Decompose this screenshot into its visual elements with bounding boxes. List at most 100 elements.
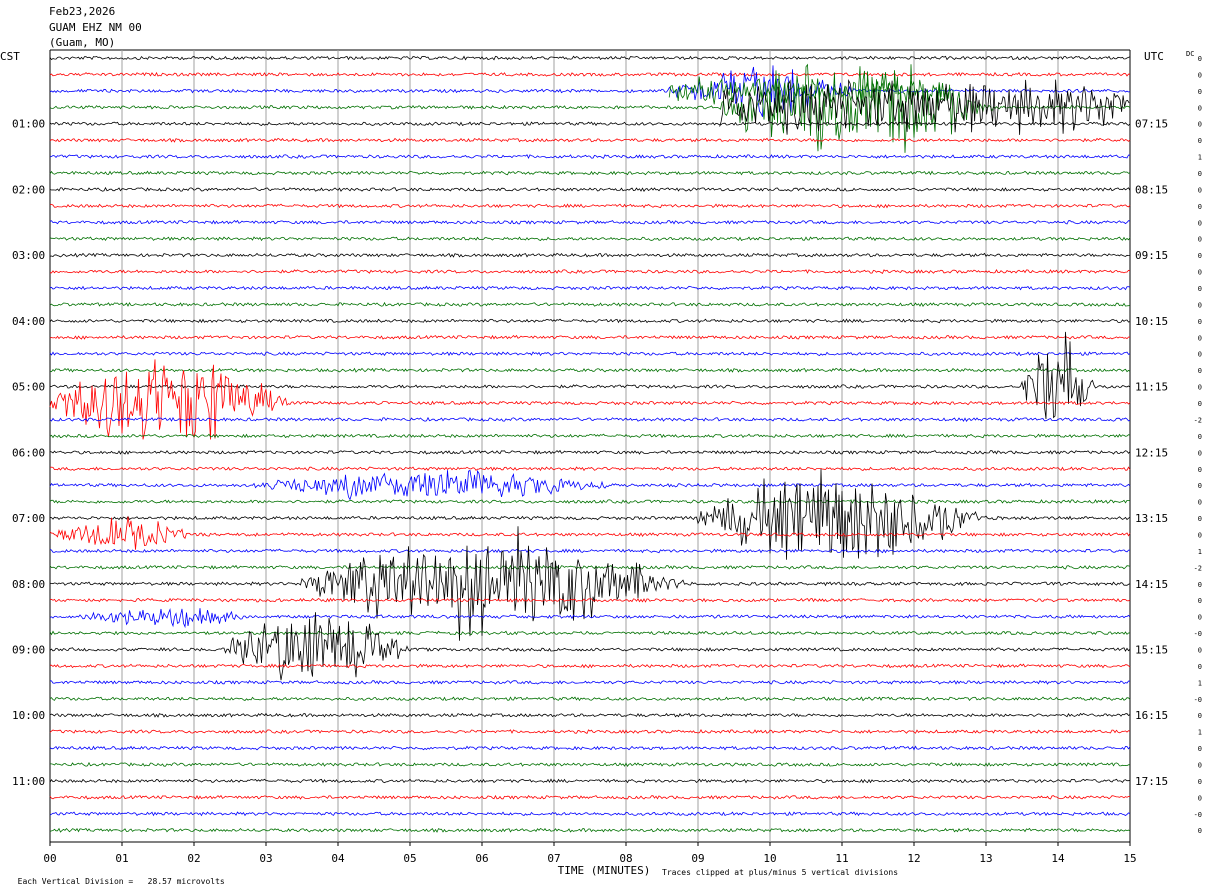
x-tick-label: 01 xyxy=(115,852,128,865)
right-hour-label: 13:15 xyxy=(1135,512,1168,525)
dc-offset-label: 1 xyxy=(1198,679,1202,687)
time-grid xyxy=(49,49,1131,846)
trace-line xyxy=(49,468,1131,560)
right-hour-label: 07:15 xyxy=(1135,118,1168,131)
axis-labels: 00 01 02 03 04 05 06 07 08 09 10 11 12 13 14 150000001:… xyxy=(12,55,1202,865)
left-hour-label: 01:00 xyxy=(12,118,45,131)
dc-offset-label: -0 xyxy=(1194,696,1202,704)
dc-offset-label: 0 xyxy=(1198,318,1202,326)
left-hour-label: 06:00 xyxy=(12,446,45,459)
dc-label: DC xyxy=(1186,50,1195,58)
right-hour-label: 16:15 xyxy=(1135,709,1168,722)
trace-line xyxy=(49,137,1131,143)
date-label: Feb23,2026 xyxy=(49,5,116,18)
right-hour-label: 08:15 xyxy=(1135,183,1168,196)
trace-line xyxy=(49,170,1131,176)
dc-offset-label: 0 xyxy=(1198,433,1202,441)
dc-offset-label: 0 xyxy=(1198,88,1202,96)
x-tick-label: 09 xyxy=(691,852,704,865)
trace-line xyxy=(49,334,1131,340)
trace-line xyxy=(49,268,1131,274)
trace-line xyxy=(49,252,1131,258)
trace-line xyxy=(49,794,1131,800)
x-tick-label: 11 xyxy=(835,852,848,865)
dc-offset-label: 0 xyxy=(1198,55,1202,63)
seismic-traces xyxy=(49,55,1131,833)
dc-offset-label: 1 xyxy=(1198,729,1202,737)
right-hour-label: 17:15 xyxy=(1135,775,1168,788)
trace-line xyxy=(49,367,1131,373)
right-hour-label: 10:15 xyxy=(1135,315,1168,328)
trace-line xyxy=(49,597,1131,603)
left-hour-label: 02:00 xyxy=(12,183,45,196)
dc-offset-label: 0 xyxy=(1198,466,1202,474)
x-tick-label: 08 xyxy=(619,852,632,865)
right-hour-label: 15:15 xyxy=(1135,643,1168,656)
trace-line xyxy=(49,318,1131,324)
trace-line xyxy=(49,449,1131,455)
left-hour-label: 04:00 xyxy=(12,315,45,328)
x-axis-label: TIME (MINUTES) xyxy=(558,864,651,877)
left-hour-label: 09:00 xyxy=(12,643,45,656)
dc-offset-label: 0 xyxy=(1198,186,1202,194)
dc-offset-label: -0 xyxy=(1194,811,1202,819)
left-hour-label: 07:00 xyxy=(12,512,45,525)
left-hour-label: 10:00 xyxy=(12,709,45,722)
dc-offset-label: 0 xyxy=(1198,351,1202,359)
x-tick-label: 02 xyxy=(187,852,200,865)
location-label: (Guam, MO) xyxy=(49,36,116,49)
event-overlay xyxy=(719,79,1130,135)
dc-offset-label: -2 xyxy=(1194,564,1202,572)
trace-line xyxy=(49,351,1131,357)
dc-offset-label: 0 xyxy=(1198,269,1202,277)
dc-offset-label: 0 xyxy=(1198,400,1202,408)
dc-offset-label: 0 xyxy=(1198,761,1202,769)
trace-line xyxy=(49,564,1131,570)
trace-line xyxy=(49,729,1131,734)
dc-offset-label: 0 xyxy=(1198,827,1202,835)
left-timezone: CST xyxy=(0,50,20,63)
trace-line xyxy=(49,499,1131,504)
trace-line xyxy=(49,516,1131,550)
trace-line xyxy=(49,416,1131,422)
dc-offset-label: 0 xyxy=(1198,121,1202,129)
trace-line xyxy=(49,331,1131,420)
trace-line xyxy=(49,607,1131,629)
dc-offset-label: 1 xyxy=(1198,548,1202,556)
trace-line xyxy=(49,359,1131,440)
dc-offset-label: -2 xyxy=(1194,416,1202,424)
trace-line xyxy=(49,466,1131,472)
trace-line xyxy=(49,63,1131,153)
trace-line xyxy=(49,712,1131,718)
x-tick-label: 13 xyxy=(979,852,992,865)
right-hour-label: 14:15 xyxy=(1135,578,1168,591)
dc-offset-label: 0 xyxy=(1198,745,1202,753)
dc-offset-label: 1 xyxy=(1198,154,1202,162)
dc-offset-label: 0 xyxy=(1198,449,1202,457)
x-tick-label: 00 xyxy=(43,852,56,865)
trace-line xyxy=(49,186,1131,192)
dc-offset-label: 0 xyxy=(1198,646,1202,654)
left-hour-label: 11:00 xyxy=(12,775,45,788)
x-tick-label: 14 xyxy=(1051,852,1065,865)
trace-line xyxy=(49,745,1131,751)
x-tick-label: 10 xyxy=(763,852,776,865)
trace-line xyxy=(49,811,1131,817)
trace-line xyxy=(49,469,1131,501)
dc-offset-label: 0 xyxy=(1198,170,1202,178)
dc-offset-label: 0 xyxy=(1198,531,1202,539)
dc-offset-label: 0 xyxy=(1198,367,1202,375)
dc-offset-label: 0 xyxy=(1198,499,1202,507)
trace-line xyxy=(49,153,1131,159)
right-hour-label: 12:15 xyxy=(1135,446,1168,459)
x-tick-label: 07 xyxy=(547,852,560,865)
left-hour-label: 03:00 xyxy=(12,249,45,262)
station-label: GUAM EHZ NM 00 xyxy=(49,21,142,34)
trace-line xyxy=(49,778,1131,784)
x-tick-label: 05 xyxy=(403,852,416,865)
trace-line xyxy=(49,236,1131,242)
x-tick-label: 06 xyxy=(475,852,488,865)
trace-line xyxy=(49,301,1131,307)
dc-offset-label: -0 xyxy=(1194,630,1202,638)
